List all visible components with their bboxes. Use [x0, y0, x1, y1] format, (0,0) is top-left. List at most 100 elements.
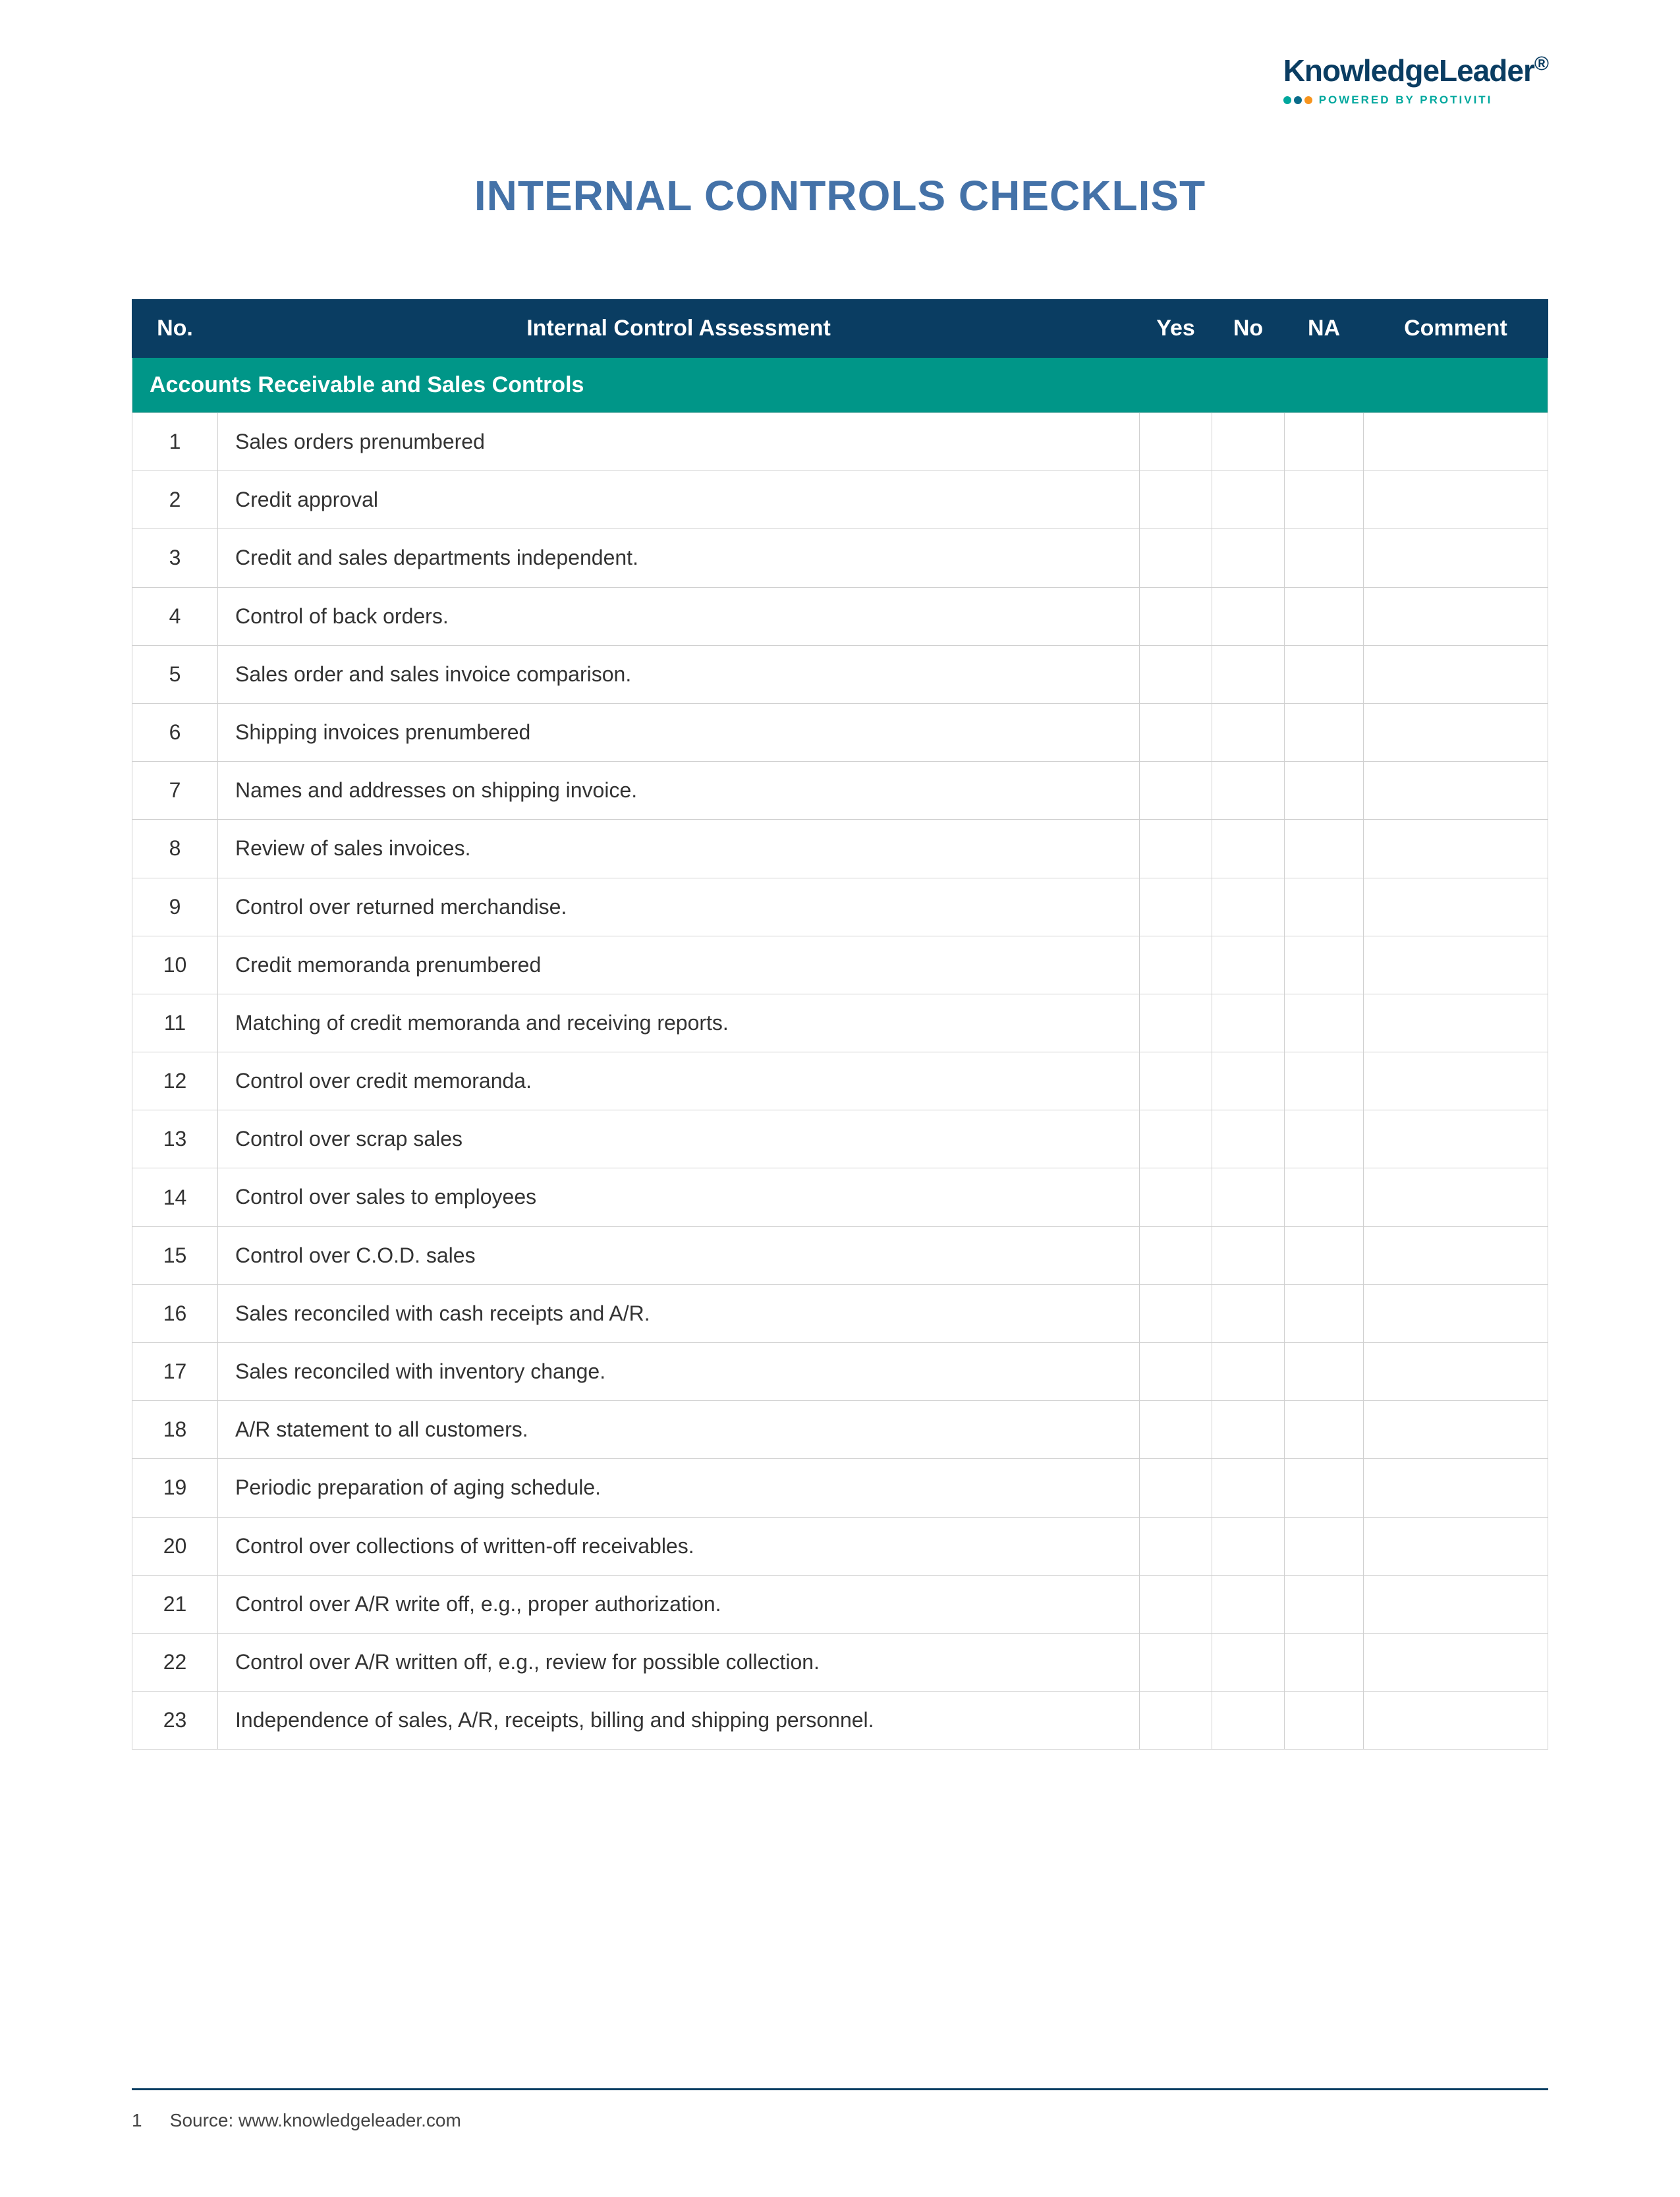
- cell-yes[interactable]: [1140, 1052, 1212, 1110]
- cell-no[interactable]: [1212, 1168, 1285, 1226]
- cell-comment[interactable]: [1364, 1459, 1548, 1517]
- cell-na[interactable]: [1285, 1692, 1364, 1750]
- cell-yes[interactable]: [1140, 1226, 1212, 1284]
- cell-na[interactable]: [1285, 1284, 1364, 1342]
- row-description: Credit memoranda prenumbered: [218, 936, 1140, 994]
- cell-no[interactable]: [1212, 1517, 1285, 1575]
- cell-comment[interactable]: [1364, 529, 1548, 587]
- cell-yes[interactable]: [1140, 645, 1212, 703]
- cell-yes[interactable]: [1140, 936, 1212, 994]
- cell-no[interactable]: [1212, 1110, 1285, 1168]
- cell-no[interactable]: [1212, 1052, 1285, 1110]
- cell-yes[interactable]: [1140, 762, 1212, 820]
- cell-na[interactable]: [1285, 1052, 1364, 1110]
- cell-comment[interactable]: [1364, 936, 1548, 994]
- cell-yes[interactable]: [1140, 1633, 1212, 1691]
- cell-na[interactable]: [1285, 529, 1364, 587]
- cell-na[interactable]: [1285, 413, 1364, 471]
- table-row: 20Control over collections of written-of…: [132, 1517, 1548, 1575]
- cell-na[interactable]: [1285, 1401, 1364, 1459]
- cell-no[interactable]: [1212, 645, 1285, 703]
- cell-no[interactable]: [1212, 820, 1285, 878]
- cell-comment[interactable]: [1364, 820, 1548, 878]
- cell-yes[interactable]: [1140, 1575, 1212, 1633]
- cell-yes[interactable]: [1140, 1692, 1212, 1750]
- cell-yes[interactable]: [1140, 703, 1212, 761]
- cell-comment[interactable]: [1364, 1284, 1548, 1342]
- cell-comment[interactable]: [1364, 645, 1548, 703]
- cell-no[interactable]: [1212, 1226, 1285, 1284]
- cell-yes[interactable]: [1140, 1459, 1212, 1517]
- cell-comment[interactable]: [1364, 1517, 1548, 1575]
- cell-yes[interactable]: [1140, 471, 1212, 529]
- cell-yes[interactable]: [1140, 1168, 1212, 1226]
- cell-na[interactable]: [1285, 1517, 1364, 1575]
- cell-no[interactable]: [1212, 1692, 1285, 1750]
- cell-comment[interactable]: [1364, 1633, 1548, 1691]
- cell-comment[interactable]: [1364, 1343, 1548, 1401]
- cell-na[interactable]: [1285, 762, 1364, 820]
- table-row: 12Control over credit memoranda.: [132, 1052, 1548, 1110]
- row-description: Review of sales invoices.: [218, 820, 1140, 878]
- cell-na[interactable]: [1285, 1575, 1364, 1633]
- cell-no[interactable]: [1212, 587, 1285, 645]
- cell-comment[interactable]: [1364, 413, 1548, 471]
- logo-dot-icon: [1304, 96, 1312, 104]
- cell-no[interactable]: [1212, 703, 1285, 761]
- cell-na[interactable]: [1285, 878, 1364, 936]
- cell-no[interactable]: [1212, 1401, 1285, 1459]
- table-body: Accounts Receivable and Sales Controls 1…: [132, 358, 1548, 1750]
- cell-comment[interactable]: [1364, 1226, 1548, 1284]
- cell-no[interactable]: [1212, 936, 1285, 994]
- cell-no[interactable]: [1212, 762, 1285, 820]
- cell-comment[interactable]: [1364, 1692, 1548, 1750]
- cell-comment[interactable]: [1364, 1052, 1548, 1110]
- cell-yes[interactable]: [1140, 1110, 1212, 1168]
- cell-no[interactable]: [1212, 1343, 1285, 1401]
- cell-na[interactable]: [1285, 471, 1364, 529]
- cell-na[interactable]: [1285, 1110, 1364, 1168]
- cell-comment[interactable]: [1364, 878, 1548, 936]
- cell-na[interactable]: [1285, 994, 1364, 1052]
- cell-na[interactable]: [1285, 587, 1364, 645]
- cell-no[interactable]: [1212, 1633, 1285, 1691]
- cell-comment[interactable]: [1364, 1110, 1548, 1168]
- cell-yes[interactable]: [1140, 587, 1212, 645]
- cell-comment[interactable]: [1364, 762, 1548, 820]
- cell-no[interactable]: [1212, 413, 1285, 471]
- cell-no[interactable]: [1212, 994, 1285, 1052]
- row-number: 12: [132, 1052, 218, 1110]
- cell-yes[interactable]: [1140, 1284, 1212, 1342]
- cell-comment[interactable]: [1364, 994, 1548, 1052]
- table-row: 18A/R statement to all customers.: [132, 1401, 1548, 1459]
- cell-yes[interactable]: [1140, 1343, 1212, 1401]
- cell-no[interactable]: [1212, 1284, 1285, 1342]
- cell-na[interactable]: [1285, 1459, 1364, 1517]
- cell-na[interactable]: [1285, 1633, 1364, 1691]
- cell-yes[interactable]: [1140, 994, 1212, 1052]
- cell-na[interactable]: [1285, 820, 1364, 878]
- cell-comment[interactable]: [1364, 1575, 1548, 1633]
- cell-na[interactable]: [1285, 936, 1364, 994]
- cell-yes[interactable]: [1140, 1517, 1212, 1575]
- cell-yes[interactable]: [1140, 529, 1212, 587]
- cell-na[interactable]: [1285, 1226, 1364, 1284]
- cell-comment[interactable]: [1364, 587, 1548, 645]
- cell-na[interactable]: [1285, 645, 1364, 703]
- cell-yes[interactable]: [1140, 878, 1212, 936]
- cell-no[interactable]: [1212, 878, 1285, 936]
- cell-comment[interactable]: [1364, 1401, 1548, 1459]
- cell-yes[interactable]: [1140, 1401, 1212, 1459]
- cell-yes[interactable]: [1140, 820, 1212, 878]
- cell-yes[interactable]: [1140, 413, 1212, 471]
- cell-comment[interactable]: [1364, 703, 1548, 761]
- cell-no[interactable]: [1212, 471, 1285, 529]
- cell-comment[interactable]: [1364, 1168, 1548, 1226]
- cell-na[interactable]: [1285, 1168, 1364, 1226]
- cell-comment[interactable]: [1364, 471, 1548, 529]
- cell-no[interactable]: [1212, 529, 1285, 587]
- cell-na[interactable]: [1285, 703, 1364, 761]
- cell-no[interactable]: [1212, 1459, 1285, 1517]
- cell-no[interactable]: [1212, 1575, 1285, 1633]
- cell-na[interactable]: [1285, 1343, 1364, 1401]
